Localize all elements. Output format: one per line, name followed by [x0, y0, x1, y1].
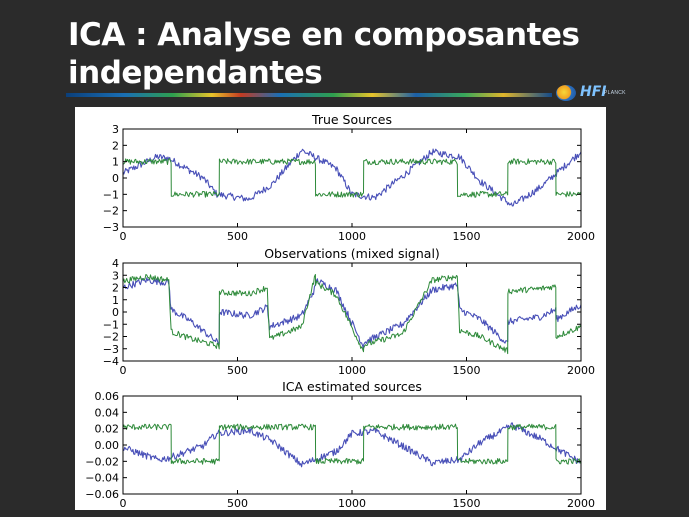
panel-2-xtick-label: 2000	[567, 364, 595, 377]
planck-badge-icon	[556, 85, 576, 101]
panel-1-ytick-label: 0	[112, 172, 119, 185]
panel-3-ytick-label: 0.00	[95, 439, 120, 452]
panel-2-series-blue	[122, 277, 582, 350]
slide-title-line-2: independantes	[68, 55, 323, 91]
panel-3-ytick-label: 0.04	[95, 406, 120, 419]
panel-1-xtick-label: 0	[120, 230, 127, 243]
panel-3-series-green	[122, 423, 582, 465]
panel-2-title: Observations (mixed signal)	[264, 246, 440, 261]
panel-2-ytick-label: −2	[103, 331, 119, 344]
panel-2-ytick-label: 2	[112, 282, 119, 295]
panel-2-ytick-label: −3	[103, 343, 119, 356]
logo-text: HFI	[580, 84, 607, 100]
panel-1-ytick-label: 2	[112, 139, 119, 152]
panel-3-xtick-label: 0	[120, 497, 127, 510]
panel-2-ytick-label: −1	[103, 318, 119, 331]
panel-1-xtick-label: 1500	[453, 230, 481, 243]
panel-2-xtick-label: 1000	[338, 364, 366, 377]
logo-subtext: PLANCK	[604, 90, 626, 96]
panel-2-ytick-label: 4	[112, 257, 119, 270]
panel-1-xtick-label: 1000	[338, 230, 366, 243]
panel-3-xtick-label: 2000	[567, 497, 595, 510]
panel-1-series-green	[122, 158, 582, 198]
panel-3-xtick-label: 1500	[453, 497, 481, 510]
decorative-sky-band	[66, 93, 552, 97]
panel-1-ytick-label: −2	[103, 205, 119, 218]
panel-1-ytick-label: 1	[112, 156, 119, 169]
figure-panel: True Sources 0 500 1000 1500 2000 −3 −2 −1 0 1 2 3 Ob…	[75, 107, 606, 510]
panel-3-xtick-label: 500	[227, 497, 248, 510]
panel-2-ytick-label: 1	[112, 294, 119, 307]
panel-3-ytick-label: −0.04	[85, 472, 119, 485]
slide-title: ICA : Analyse en composantes independant…	[68, 16, 580, 92]
panel-3-ytick-label: −0.02	[85, 455, 119, 468]
panel-1-ytick-label: 3	[112, 123, 119, 136]
panel-1-xtick-label: 500	[227, 230, 248, 243]
panel-2-xtick-label: 500	[227, 364, 248, 377]
panel-3-ytick-label: 0.06	[95, 390, 120, 403]
panel-3-xtick-label: 1000	[338, 497, 366, 510]
panel-3-ytick-label: −0.06	[85, 488, 119, 501]
panel-1-ytick-label: −3	[103, 221, 119, 234]
panel-2-ytick-label: 3	[112, 269, 119, 282]
panel-2-frame	[122, 262, 582, 362]
panel-2-ytick-label: 0	[112, 306, 119, 319]
slide-title-line-1: ICA : Analyse en composantes	[68, 17, 580, 53]
panel-2-series-green	[122, 274, 582, 355]
hfi-planck-logo: HFI PLANCK	[552, 83, 632, 103]
panel-3-series-blue	[122, 422, 582, 468]
panel-1-title: True Sources	[311, 112, 392, 127]
panel-3-title: ICA estimated sources	[282, 379, 422, 394]
panel-1-series-blue	[122, 148, 582, 207]
panel-3-frame	[122, 395, 582, 495]
panel-2-xtick-label: 1500	[453, 364, 481, 377]
panel-2-ytick-label: −4	[103, 355, 119, 368]
panel-1-frame	[122, 128, 582, 228]
panel-3-ytick-label: 0.02	[95, 423, 120, 436]
panel-2-xtick-label: 0	[120, 364, 127, 377]
panel-1-ytick-label: −1	[103, 188, 119, 201]
panel-1-xtick-label: 2000	[567, 230, 595, 243]
